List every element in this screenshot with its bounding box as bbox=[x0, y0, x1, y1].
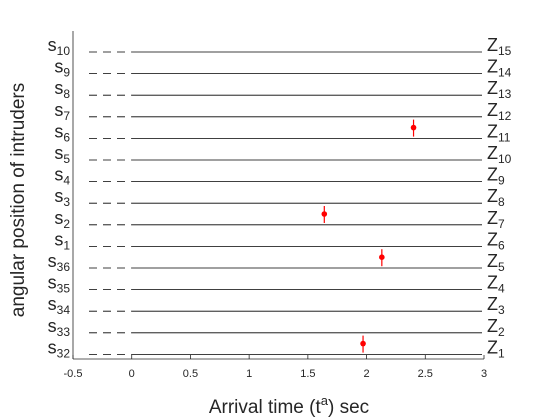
left-row-label-s33: s33 bbox=[48, 316, 71, 339]
y-axis-title: angular position of intruders bbox=[8, 83, 29, 317]
right-row-label-Z1: Z1 bbox=[487, 337, 505, 360]
right-row-label-Z13: Z13 bbox=[487, 78, 512, 101]
left-row-label-s36: s36 bbox=[48, 251, 71, 274]
x-tick-label: 1.5 bbox=[300, 368, 315, 380]
left-row-label-s32: s32 bbox=[48, 337, 71, 360]
data-point-3 bbox=[379, 254, 385, 260]
left-row-label-s1: s1 bbox=[54, 229, 70, 252]
x-axis-title-suffix: ) sec bbox=[328, 397, 369, 418]
left-row-label-s6: s6 bbox=[54, 121, 70, 144]
right-row-label-Z6: Z6 bbox=[487, 229, 505, 252]
x-tick-label: 2 bbox=[364, 368, 370, 380]
left-row-label-s34: s34 bbox=[48, 294, 71, 317]
left-row-label-s9: s9 bbox=[54, 57, 70, 80]
x-tick-label: 3 bbox=[481, 368, 487, 380]
right-row-label-Z2: Z2 bbox=[487, 316, 505, 339]
right-row-label-Z9: Z9 bbox=[487, 165, 505, 188]
left-row-label-s2: s2 bbox=[54, 208, 70, 231]
left-row-label-s10: s10 bbox=[48, 35, 71, 58]
right-row-label-Z7: Z7 bbox=[487, 208, 505, 231]
x-axis-title: Arrival time (ta) sec bbox=[209, 393, 369, 418]
data-point-4 bbox=[410, 124, 417, 131]
left-row-label-s7: s7 bbox=[54, 100, 70, 123]
data-point-1 bbox=[360, 340, 366, 347]
left-row-label-s4: s4 bbox=[54, 165, 70, 188]
right-row-label-Z11: Z11 bbox=[487, 121, 511, 144]
x-tick-label: 0.5 bbox=[183, 368, 198, 380]
row-lines bbox=[89, 51, 482, 355]
data-point-2 bbox=[321, 211, 328, 217]
left-row-label-s3: s3 bbox=[54, 186, 70, 209]
x-tick-label: -0.5 bbox=[64, 368, 83, 380]
x-axis-title-main: Arrival time (t bbox=[209, 397, 322, 418]
data-points bbox=[321, 119, 417, 353]
right-row-label-Z5: Z5 bbox=[487, 251, 505, 274]
x-ticks: -0.5 0 0.5 1 1.5 2 2.5 3 bbox=[64, 355, 487, 380]
x-tick-label: 0 bbox=[129, 368, 135, 380]
plot-area bbox=[72, 31, 484, 360]
left-row-label-s8: s8 bbox=[54, 78, 70, 101]
left-row-label-s5: s5 bbox=[54, 143, 70, 166]
right-row-label-Z10: Z10 bbox=[487, 143, 512, 166]
right-row-label-Z4: Z4 bbox=[487, 273, 505, 296]
right-row-label-Z8: Z8 bbox=[487, 186, 505, 209]
x-tick-label: 1 bbox=[246, 368, 252, 380]
right-row-label-Z14: Z14 bbox=[487, 57, 512, 80]
x-tick-label: 2.5 bbox=[418, 368, 433, 380]
left-row-label-s35: s35 bbox=[48, 273, 71, 296]
right-row-label-Z12: Z12 bbox=[487, 100, 512, 123]
right-row-label-Z3: Z3 bbox=[487, 294, 505, 317]
right-row-label-Z15: Z15 bbox=[487, 35, 512, 58]
x-axis-title-sup: a bbox=[321, 393, 329, 408]
